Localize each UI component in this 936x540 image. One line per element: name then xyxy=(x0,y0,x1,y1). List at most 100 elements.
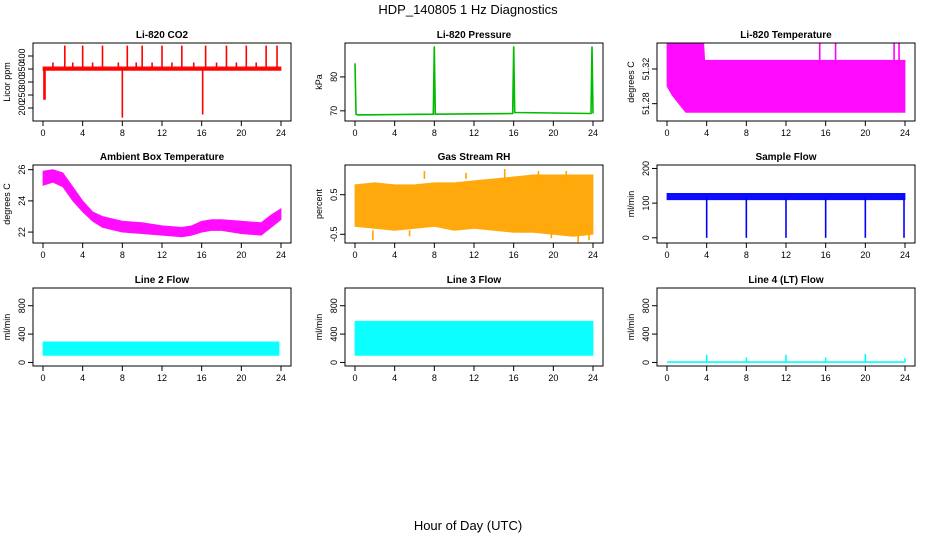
x-tick-label: 8 xyxy=(744,250,749,260)
panel-title: Gas Stream RH xyxy=(438,152,511,163)
y-tick-label: 22 xyxy=(17,227,27,237)
x-tick-label: 4 xyxy=(392,373,397,383)
x-tick-label: 12 xyxy=(157,250,167,260)
y-axis-label: percent xyxy=(314,188,324,219)
y-axis-label: ml/min xyxy=(626,314,636,341)
x-tick-label: 16 xyxy=(509,250,519,260)
y-tick-label: 200 xyxy=(641,161,651,176)
x-tick-label: 12 xyxy=(781,373,791,383)
x-tick-label: 8 xyxy=(120,128,125,138)
x-tick-label: 8 xyxy=(744,373,749,383)
x-tick-label: 20 xyxy=(860,373,870,383)
x-tick-label: 8 xyxy=(120,250,125,260)
figure-title: HDP_140805 1 Hz Diagnostics xyxy=(378,2,558,17)
series-line-1 xyxy=(354,46,594,116)
x-tick-label: 4 xyxy=(392,250,397,260)
x-tick-label: 16 xyxy=(197,373,207,383)
x-tick-label: 0 xyxy=(352,250,357,260)
plot-frame xyxy=(656,287,916,367)
panel-3: Li-820 Temperature degrees C 0 4 8 12 16 20 24 51… xyxy=(626,30,916,138)
x-tick-label: 12 xyxy=(469,128,479,138)
panel-6: Sample Flow ml/min 0 4 8 12 16 20 24 0 100 200 xyxy=(626,152,916,260)
x-tick-label: 24 xyxy=(588,373,598,383)
x-tick-label: 4 xyxy=(80,373,85,383)
x-tick-label: 20 xyxy=(860,250,870,260)
y-tick-label: 0.5 xyxy=(329,188,339,201)
x-tick-label: 24 xyxy=(900,373,910,383)
x-tick-label: 16 xyxy=(821,373,831,383)
x-tick-label: 24 xyxy=(276,128,286,138)
x-tick-label: 20 xyxy=(860,128,870,138)
data-band xyxy=(666,42,906,113)
x-tick-label: 12 xyxy=(157,373,167,383)
y-tick-label: 350 xyxy=(17,61,27,76)
panel-title: Line 2 Flow xyxy=(135,275,190,286)
x-tick-label: 24 xyxy=(276,373,286,383)
x-tick-label: 12 xyxy=(469,250,479,260)
x-tick-label: 24 xyxy=(900,250,910,260)
y-tick-label: 70 xyxy=(329,106,339,116)
panel-title: Li-820 Temperature xyxy=(740,30,832,41)
y-tick-label: 400 xyxy=(329,327,339,342)
x-tick-label: 20 xyxy=(548,373,558,383)
x-tick-label: 20 xyxy=(548,250,558,260)
panel-title: Line 3 Flow xyxy=(447,275,502,286)
panel-title: Ambient Box Temperature xyxy=(100,152,225,163)
data-band xyxy=(666,193,906,201)
y-axis-label: degrees C xyxy=(626,61,636,103)
y-tick-label: -0.5 xyxy=(329,227,339,243)
series-line-1 xyxy=(43,68,281,100)
x-tick-label: 4 xyxy=(704,250,709,260)
panel-5: Gas Stream RH percent 0 4 8 12 16 20 24 -0.5 0.5 xyxy=(314,152,604,260)
y-tick-label: 0 xyxy=(641,360,651,365)
x-tick-label: 20 xyxy=(236,250,246,260)
x-tick-label: 8 xyxy=(432,373,437,383)
panel-title: Li-820 Pressure xyxy=(437,30,512,41)
y-tick-label: 400 xyxy=(17,48,27,63)
y-tick-label: 24 xyxy=(17,196,27,206)
x-tick-label: 0 xyxy=(664,250,669,260)
x-tick-label: 8 xyxy=(432,128,437,138)
data-band xyxy=(354,320,594,356)
x-tick-label: 16 xyxy=(197,128,207,138)
data-band xyxy=(354,174,594,237)
panel-title: Sample Flow xyxy=(755,152,816,163)
x-tick-label: 16 xyxy=(509,373,519,383)
x-tick-label: 24 xyxy=(900,128,910,138)
y-axis-label: ml/min xyxy=(626,191,636,218)
x-tick-label: 0 xyxy=(352,128,357,138)
x-tick-label: 0 xyxy=(40,128,45,138)
panel-4: Ambient Box Temperature degrees C 0 4 8 12 16 2… xyxy=(2,152,292,260)
x-tick-label: 20 xyxy=(236,128,246,138)
y-tick-label: 800 xyxy=(17,298,27,313)
x-tick-label: 16 xyxy=(197,250,207,260)
y-axis-label: kPa xyxy=(314,74,324,90)
x-tick-label: 0 xyxy=(40,373,45,383)
x-tick-label: 24 xyxy=(588,250,598,260)
x-tick-label: 12 xyxy=(469,373,479,383)
x-tick-label: 0 xyxy=(352,373,357,383)
y-tick-label: 51.28 xyxy=(641,92,651,115)
y-tick-label: 51.32 xyxy=(641,58,651,81)
x-axis-title: Hour of Day (UTC) xyxy=(413,518,523,533)
y-tick-label: 0 xyxy=(641,235,651,240)
x-tick-label: 4 xyxy=(392,128,397,138)
x-tick-label: 20 xyxy=(236,373,246,383)
x-tick-label: 4 xyxy=(80,128,85,138)
y-tick-label: 400 xyxy=(17,327,27,342)
x-tick-label: 4 xyxy=(704,128,709,138)
data-band xyxy=(42,169,282,238)
x-tick-label: 12 xyxy=(781,250,791,260)
panel-9: Line 4 (LT) Flow ml/min 0 4 8 12 16 20 24 0 400 800 xyxy=(626,275,916,383)
y-axis-label: degrees C xyxy=(2,183,12,225)
x-tick-label: 8 xyxy=(744,128,749,138)
x-tick-label: 4 xyxy=(80,250,85,260)
x-tick-label: 0 xyxy=(664,128,669,138)
y-tick-label: 200 xyxy=(17,100,27,115)
panel-8: Line 3 Flow ml/min 0 4 8 12 16 20 24 0 400 800 xyxy=(314,275,604,383)
panel-7: Line 2 Flow ml/min 0 4 8 12 16 20 24 0 400 800 xyxy=(2,275,292,383)
panel-2: Li-820 Pressure kPa 0 4 8 12 16 20 24 70 80 xyxy=(314,30,604,138)
y-axis-label: Licor ppm xyxy=(2,62,12,102)
y-axis-label: ml/min xyxy=(314,314,324,341)
